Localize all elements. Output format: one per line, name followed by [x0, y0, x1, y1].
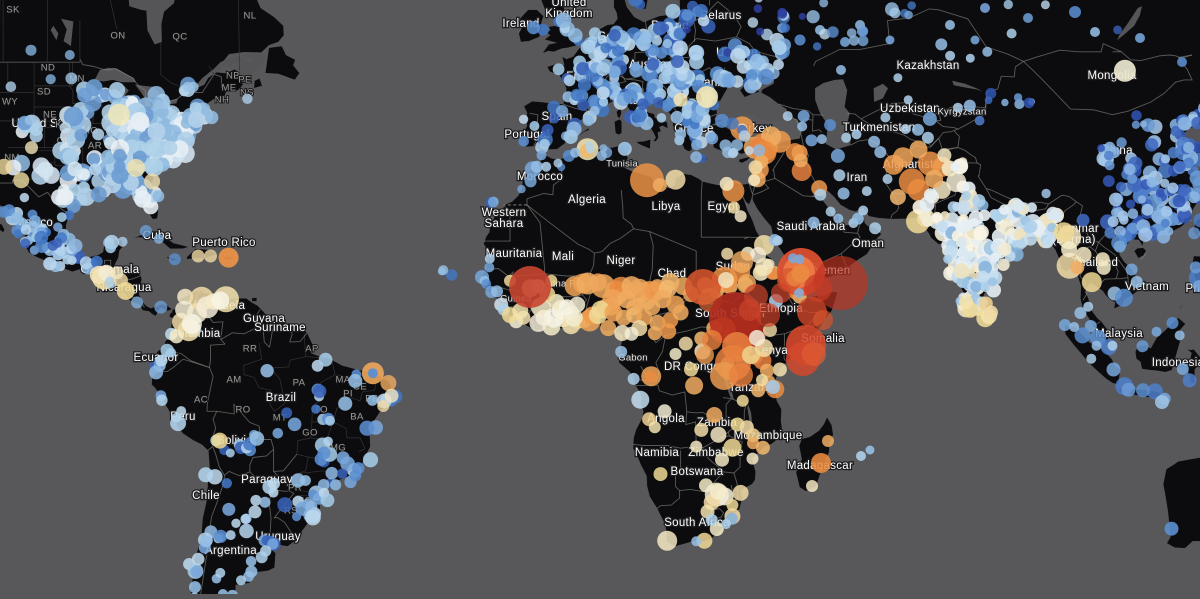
svg-text:Malaysia: Malaysia	[1095, 328, 1143, 340]
svg-text:Namibia: Namibia	[635, 447, 680, 459]
svg-text:Oman: Oman	[852, 238, 885, 250]
svg-text:Brazil: Brazil	[266, 392, 297, 404]
svg-text:Morocco: Morocco	[517, 171, 563, 183]
svg-text:QC: QC	[172, 32, 187, 43]
svg-text:PI: PI	[343, 389, 353, 400]
svg-text:Uzbekistan: Uzbekistan	[880, 103, 940, 115]
svg-text:NL: NL	[244, 11, 257, 22]
svg-text:Botswana: Botswana	[671, 466, 724, 478]
svg-text:Puerto Rico: Puerto Rico	[192, 237, 255, 249]
svg-text:Libya: Libya	[652, 201, 681, 213]
svg-text:Mali: Mali	[552, 251, 574, 263]
svg-text:Suriname: Suriname	[254, 322, 306, 334]
svg-text:Argentina: Argentina	[205, 545, 257, 557]
svg-text:ON: ON	[110, 31, 125, 42]
svg-text:Kazakhstan: Kazakhstan	[896, 60, 959, 72]
svg-text:PA: PA	[293, 378, 306, 389]
svg-text:Niger: Niger	[607, 255, 636, 267]
svg-text:RO: RO	[235, 405, 250, 416]
svg-text:ND: ND	[41, 63, 56, 74]
svg-text:AP: AP	[305, 344, 318, 355]
svg-text:WY: WY	[2, 97, 18, 108]
svg-text:Algeria: Algeria	[568, 194, 606, 206]
svg-text:NE: NE	[43, 110, 57, 121]
svg-text:United: United	[551, 0, 586, 9]
svg-text:AC: AC	[194, 395, 208, 406]
svg-text:ME: ME	[221, 83, 236, 94]
svg-text:Sahara: Sahara	[485, 218, 524, 230]
svg-text:MA: MA	[335, 375, 350, 386]
svg-text:Tunisia: Tunisia	[606, 159, 638, 170]
svg-text:Mauritania: Mauritania	[486, 248, 543, 260]
svg-text:Western: Western	[482, 207, 527, 219]
svg-text:AM: AM	[226, 375, 241, 386]
svg-text:Indonesia: Indonesia	[1152, 357, 1200, 369]
svg-text:GO: GO	[302, 428, 318, 439]
svg-text:NH: NH	[215, 95, 230, 106]
svg-text:SK: SK	[6, 5, 20, 16]
svg-text:NB: NB	[226, 71, 240, 82]
svg-text:Iran: Iran	[846, 172, 867, 184]
svg-text:AR: AR	[88, 141, 102, 152]
svg-text:Chile: Chile	[192, 490, 220, 502]
svg-text:Guyana: Guyana	[243, 313, 285, 325]
svg-text:BA: BA	[350, 412, 364, 423]
svg-text:RR: RR	[243, 344, 258, 355]
svg-text:SD: SD	[37, 87, 51, 98]
svg-text:PE: PE	[238, 75, 251, 86]
